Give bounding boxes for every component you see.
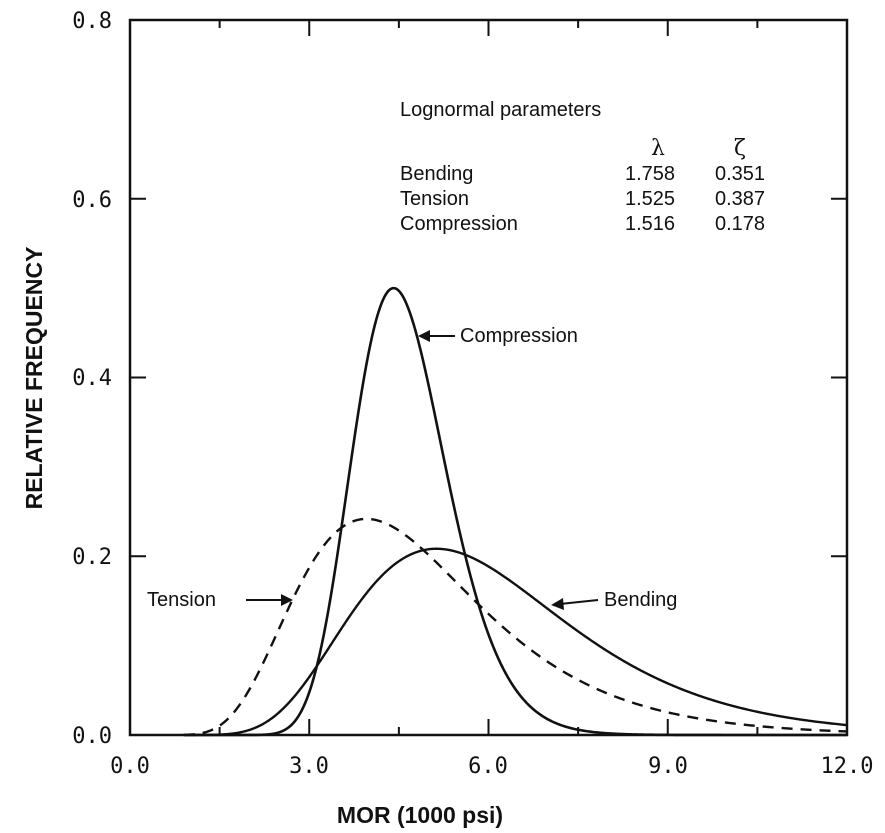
parameter-row-name-compression: Compression	[400, 213, 518, 235]
axis-ticks	[129, 19, 848, 736]
series-line-tension	[183, 517, 848, 737]
parameter-row-zeta-compression: 0.178	[715, 213, 765, 235]
parameter-header-zeta: ζ	[734, 136, 746, 161]
y-tick-label-0: 0.0	[72, 724, 112, 749]
x-tick-label-2: 6.0	[468, 754, 508, 779]
parameter-row-lambda-bending: 1.758	[625, 163, 675, 185]
x-axis-title: MOR (1000 psi)	[337, 802, 503, 828]
series-line-compression	[183, 286, 847, 737]
x-tick-label-1: 3.0	[289, 754, 329, 779]
parameter-row-zeta-tension: 0.387	[715, 188, 765, 210]
parameter-row-zeta-bending: 0.351	[715, 163, 765, 185]
parameter-row-name-bending: Bending	[400, 163, 473, 185]
parameter-header-lambda: λ	[651, 136, 665, 161]
annotation-bending-arrow	[559, 599, 599, 605]
y-tick-label-2: 0.4	[72, 366, 112, 391]
y-tick-label-4: 0.8	[72, 9, 112, 34]
x-tick-label-0: 0.0	[110, 754, 150, 779]
x-tick-label-3: 9.0	[648, 754, 688, 779]
annotation-bending: Bending	[551, 589, 677, 611]
annotation-tension: Tension	[147, 589, 293, 611]
parameter-table-title: Lognormal parameters	[400, 99, 601, 121]
annotation-bending-arrowhead	[551, 598, 564, 610]
y-axis-title: RELATIVE FREQUENCY	[21, 247, 47, 510]
series-line-bending	[183, 547, 848, 737]
annotation-compression-label: Compression	[460, 325, 578, 347]
y-tick-label-1: 0.2	[72, 545, 112, 570]
annotation-compression: Compression	[418, 325, 578, 347]
y-tick-label-3: 0.6	[72, 188, 112, 213]
parameter-row-name-tension: Tension	[400, 188, 469, 210]
annotation-tension-label: Tension	[147, 589, 216, 611]
annotation-tension-arrowhead	[281, 594, 293, 606]
parameter-row-lambda-compression: 1.516	[625, 213, 675, 235]
annotation-compression-arrowhead	[418, 330, 430, 342]
x-tick-label-4: 12.0	[821, 754, 874, 779]
lognormal-parameter-table: Lognormal parameters λ ζ Bending 1.758 0…	[400, 99, 765, 235]
annotation-bending-label: Bending	[604, 589, 677, 611]
parameter-row-lambda-tension: 1.525	[625, 188, 675, 210]
plot-frame	[128, 18, 849, 737]
